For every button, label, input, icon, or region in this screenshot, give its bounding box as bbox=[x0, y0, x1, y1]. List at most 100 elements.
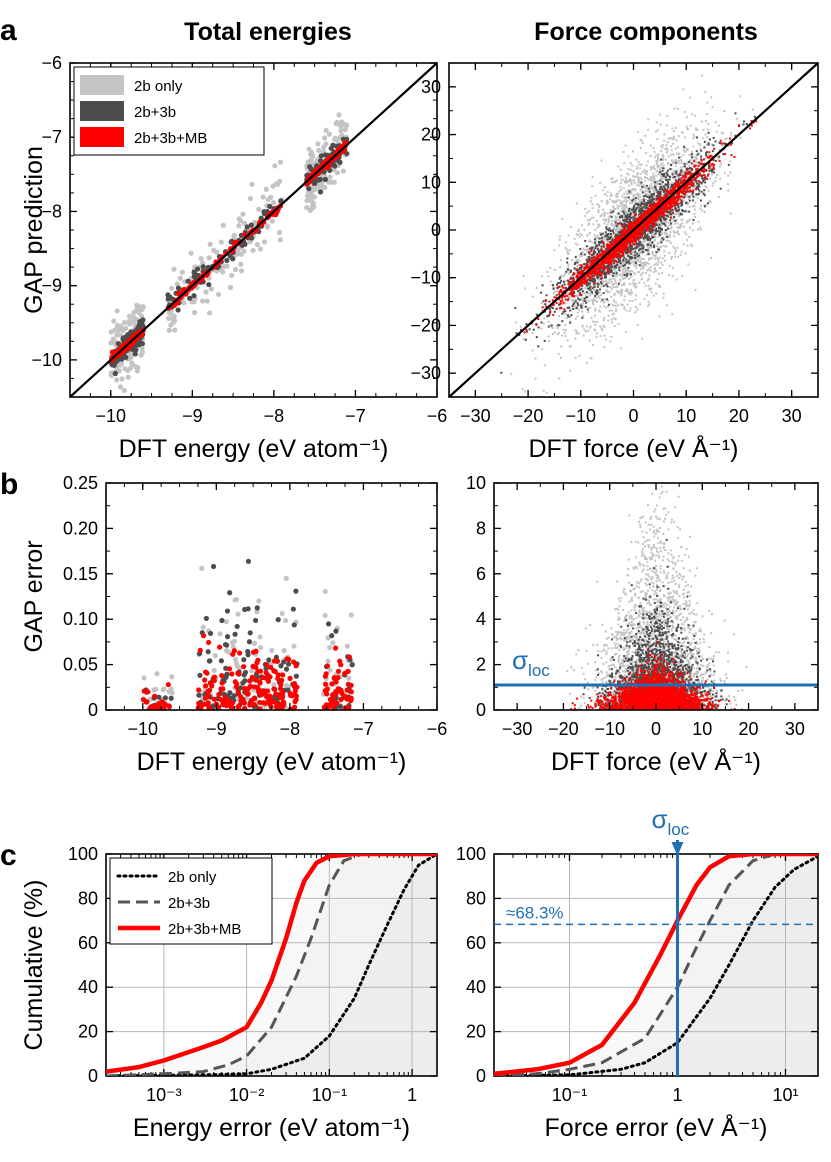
force-parity-point bbox=[577, 234, 579, 236]
force-parity-point bbox=[586, 245, 588, 247]
force-parity-point bbox=[596, 332, 598, 334]
force-parity-point bbox=[632, 280, 634, 282]
force-parity-point bbox=[707, 129, 709, 131]
force-parity-point bbox=[674, 220, 676, 222]
force-parity-point bbox=[659, 224, 661, 226]
force-parity-point bbox=[638, 181, 640, 183]
force-parity-point bbox=[651, 253, 653, 255]
force-parity-point bbox=[647, 160, 649, 162]
force-parity-point bbox=[635, 306, 637, 308]
force-parity-point bbox=[640, 183, 642, 185]
force-parity-point bbox=[618, 199, 620, 201]
force-parity-point bbox=[644, 264, 646, 266]
force-parity-point bbox=[628, 185, 630, 187]
energy-parity-point bbox=[172, 318, 177, 323]
force-parity-point bbox=[613, 232, 615, 234]
energy-parity-point bbox=[272, 163, 277, 168]
force-parity-point bbox=[617, 193, 619, 195]
energy-parity-point bbox=[211, 248, 216, 253]
force-parity-point bbox=[692, 205, 694, 207]
energy-parity-point bbox=[238, 262, 243, 267]
force-parity-point bbox=[669, 178, 671, 180]
force-parity-point bbox=[612, 201, 614, 203]
force-parity-point bbox=[685, 171, 687, 173]
force-parity-point bbox=[643, 169, 645, 171]
force-parity-point bbox=[644, 171, 646, 173]
force-parity-point bbox=[648, 268, 650, 270]
force-parity-point bbox=[661, 162, 663, 164]
force-parity-point bbox=[615, 302, 617, 304]
force-parity-point bbox=[663, 191, 665, 193]
force-parity-point bbox=[623, 267, 625, 269]
force-parity-point bbox=[576, 315, 578, 317]
energy-parity-point bbox=[312, 194, 317, 199]
force-parity-point bbox=[635, 287, 637, 289]
force-parity-point bbox=[553, 291, 555, 293]
force-parity-point bbox=[709, 200, 711, 202]
force-parity-point bbox=[570, 270, 572, 272]
force-parity-point bbox=[589, 327, 591, 329]
energy-parity-point bbox=[172, 327, 177, 332]
force-parity-point bbox=[641, 338, 643, 340]
force-parity-point bbox=[597, 292, 599, 294]
force-parity-point bbox=[597, 235, 599, 237]
energy-parity-point bbox=[221, 264, 226, 269]
force-parity-point bbox=[688, 236, 690, 238]
force-parity-point bbox=[592, 176, 594, 178]
force-parity-point bbox=[574, 238, 576, 240]
force-parity-point bbox=[686, 116, 688, 118]
force-parity-point bbox=[637, 204, 639, 206]
force-parity-point bbox=[695, 162, 697, 164]
force-parity-point bbox=[727, 183, 729, 185]
force-parity-point bbox=[558, 332, 560, 334]
force-parity-point bbox=[629, 202, 631, 204]
force-parity-point bbox=[608, 315, 610, 317]
force-parity-point bbox=[644, 135, 646, 137]
force-parity-point bbox=[678, 135, 680, 137]
force-parity-point bbox=[622, 265, 624, 267]
force-parity-point bbox=[592, 293, 594, 295]
force-parity-point bbox=[633, 179, 635, 181]
force-parity-point bbox=[660, 191, 662, 193]
force-parity-point bbox=[655, 254, 657, 256]
energy-parity-point bbox=[316, 148, 321, 153]
force-parity-point bbox=[581, 311, 583, 313]
force-parity-point bbox=[655, 270, 657, 272]
force-parity-point bbox=[647, 129, 649, 131]
force-parity-point bbox=[677, 146, 679, 148]
force-parity-point bbox=[621, 202, 623, 204]
force-parity-point bbox=[668, 155, 670, 157]
energy-parity-point bbox=[206, 255, 211, 260]
force-parity-point bbox=[577, 312, 579, 314]
force-parity-point bbox=[584, 287, 586, 289]
force-parity-point bbox=[544, 364, 546, 366]
force-parity-point bbox=[558, 315, 560, 317]
force-parity-point bbox=[623, 162, 625, 164]
force-parity-point bbox=[607, 223, 609, 225]
force-parity-point bbox=[697, 228, 699, 230]
energy-parity-point bbox=[334, 120, 339, 125]
panel-letter-a: a bbox=[0, 14, 17, 47]
force-parity-point bbox=[631, 271, 633, 273]
force-parity-point bbox=[612, 286, 614, 288]
force-parity-point bbox=[575, 300, 577, 302]
force-parity-point bbox=[564, 332, 566, 334]
force-parity-point bbox=[681, 251, 683, 253]
force-parity-point bbox=[655, 199, 657, 201]
force-parity-point bbox=[668, 274, 670, 276]
force-parity-point bbox=[667, 181, 669, 183]
force-parity-point bbox=[645, 249, 647, 251]
force-parity-point bbox=[581, 298, 583, 300]
force-parity-point bbox=[672, 176, 674, 178]
force-parity-point bbox=[650, 291, 652, 293]
force-parity-point bbox=[586, 262, 588, 264]
force-parity-point bbox=[644, 180, 646, 182]
force-parity-point bbox=[667, 240, 669, 242]
force-parity-point bbox=[598, 296, 600, 298]
force-parity-point bbox=[623, 197, 625, 199]
force-parity-point bbox=[675, 139, 677, 141]
force-parity-point bbox=[655, 292, 657, 294]
force-parity-point bbox=[576, 261, 578, 263]
force-parity-point bbox=[639, 196, 641, 198]
